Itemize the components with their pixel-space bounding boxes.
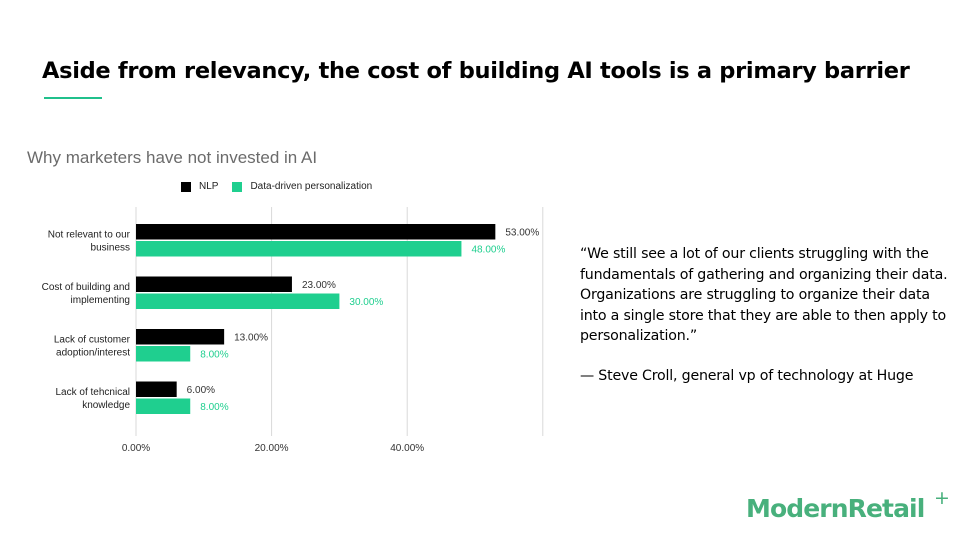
x-tick-label: 20.00% (255, 443, 289, 454)
data-label-nlp: 13.00% (234, 332, 268, 343)
quote-attribution: — Steve Croll, general vp of technology … (580, 368, 914, 384)
legend-swatch-personalization (232, 181, 243, 192)
legend-label-nlp: NLP (199, 181, 219, 192)
bar-personalization (136, 398, 191, 414)
data-label-personalization: 30.00% (349, 297, 383, 308)
data-label-nlp: 53.00% (505, 227, 539, 238)
legend-item-personalization: Data-driven personalization (232, 181, 372, 192)
brand-logo: ModernRetail (746, 494, 925, 523)
bar-chart: 0.00% 20.00% 40.00% Not relevant to our busi… (42, 207, 544, 454)
bar-personalization (136, 293, 340, 309)
bar-nlp (136, 224, 496, 240)
x-tick-label: 0.00% (122, 443, 150, 454)
bar-personalization (136, 241, 462, 257)
bar-personalization (136, 346, 191, 362)
title-underline (44, 97, 102, 99)
category-label: implementing (71, 295, 130, 306)
slide-title: Aside from relevancy, the cost of buildi… (42, 58, 910, 84)
legend-swatch-nlp (181, 181, 191, 192)
data-label-personalization: 48.00% (471, 244, 505, 255)
data-label-nlp: 23.00% (302, 280, 336, 291)
category-label: adoption/interest (56, 348, 130, 359)
legend-label-personalization: Data-driven personalization (250, 181, 373, 192)
category-label: business (91, 243, 130, 254)
legend-item-nlp: NLP (181, 181, 218, 192)
quote-text: “We still see a lot of our clients strug… (580, 246, 948, 345)
chart-legend: NLP Data-driven personalization (181, 181, 386, 192)
category-label: knowledge (82, 400, 130, 411)
brand-plus-icon: + (934, 487, 950, 509)
data-label-personalization: 8.00% (200, 402, 228, 413)
bar-nlp (136, 381, 177, 397)
x-tick-label: 40.00% (390, 443, 424, 454)
data-label-personalization: 8.00% (200, 349, 228, 360)
category-label: Lack of customer (54, 335, 131, 346)
chart-title: Why marketers have not invested in AI (27, 148, 318, 167)
bar-nlp (136, 329, 225, 345)
category-label: Cost of building and (42, 282, 130, 293)
category-label: Not relevant to our (48, 230, 131, 241)
data-label-nlp: 6.00% (187, 385, 215, 396)
category-label: Lack of tehcnical (56, 387, 131, 398)
bar-nlp (136, 276, 292, 292)
